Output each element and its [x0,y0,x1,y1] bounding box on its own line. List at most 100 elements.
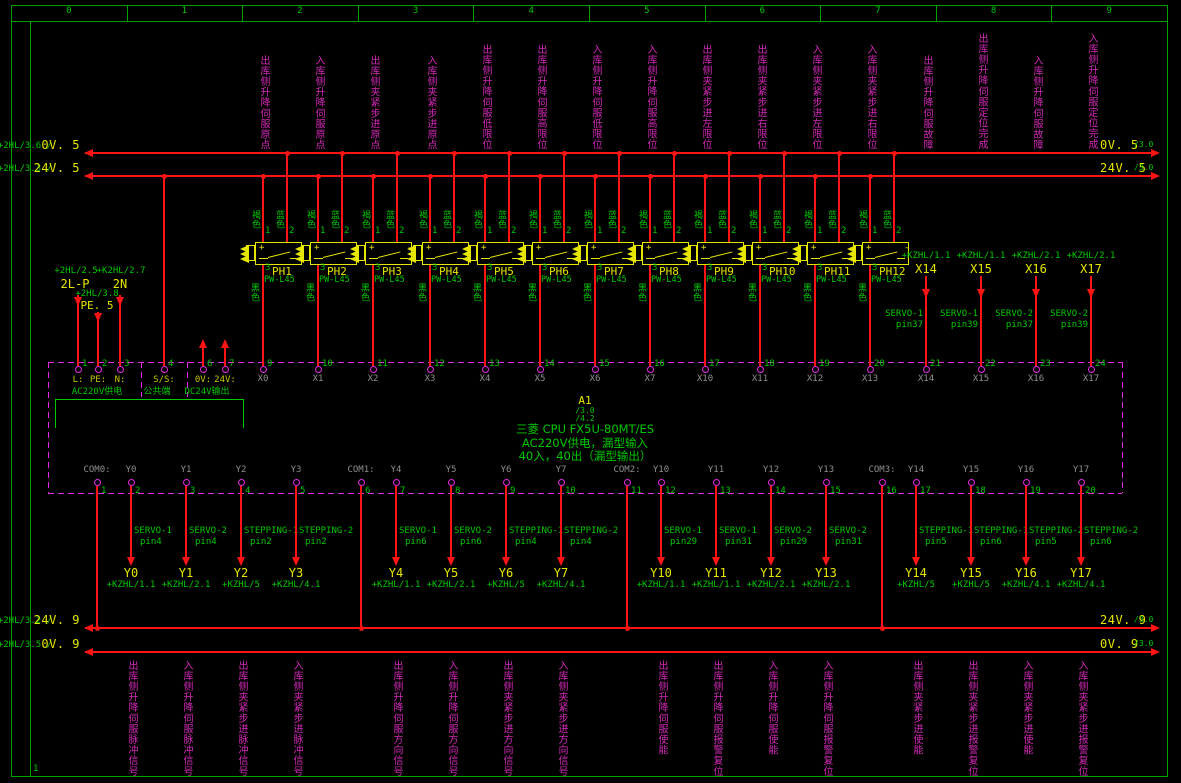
device-label: SERVO-2 [1050,309,1088,319]
source-ref: +KZHL/2.1 [1011,251,1061,261]
wire-color-label: 蓝色 [274,210,284,229]
sensor-pin-number: 3 [872,263,878,273]
device-label: SERVO-1 [940,309,978,319]
relay-model: PW-L45 [871,275,902,285]
contact-lead [457,258,465,260]
power-terminal-label: L: [72,375,84,385]
output-net-label: Y7 [555,465,567,475]
flow-arrow-icon [657,557,665,566]
polarity-plus: + [756,243,762,253]
device-pin: pin2 [250,537,272,547]
flow-arrow-icon [199,339,207,348]
beam-arrow-icon [847,250,856,258]
device-pin: pin4 [140,537,162,547]
beam-arrow-icon [737,245,746,253]
output-wire [1025,486,1027,558]
rail-left-label: 0V. 9 [41,637,80,651]
relay-tag: PH10 [769,265,796,278]
wire-color-label: 褐色 [582,210,592,229]
polarity-plus: + [259,243,265,253]
relay-tag: PH9 [714,265,734,278]
relay-PH12-box [862,242,909,265]
output-net-label: Y6 [500,465,512,475]
device-label: STEPPING-2 [299,526,354,536]
ruler-tick [242,5,243,21]
sensor-brown-wire [539,176,541,242]
plc-tag: A1 [578,394,592,407]
device-label: SERVO-1 [664,526,702,536]
feed-ref: +K2HL/2.7 [96,266,146,276]
wire-color-label: 褐色 [692,210,702,229]
terminal-number: 14 [544,359,555,369]
sensor-signal-wire [594,265,596,366]
sensor-pin-number: 1 [817,226,823,236]
polarity-plus: + [481,243,487,253]
output-tag: Y13 [815,566,837,580]
terminal-number: 24 [1095,359,1106,369]
power-rail [85,627,1153,629]
output-signal-label: 入库侧升降伺服报警复位 [821,660,832,777]
wire-color-label: 褐色 [360,210,370,229]
input-signal-label: 出库侧夹紧步进原点 [368,55,379,151]
terminal-number: 4 [245,486,251,496]
sensor-pin-number: 1 [487,226,493,236]
device-label: SERVO-2 [189,526,227,536]
input-signal-label: 出库侧夹紧步进左限位 [700,44,711,150]
beam-arrow-icon [462,245,471,253]
remote-input-wire [1035,276,1037,366]
wire-color-label: 蓝色 [716,210,726,229]
output-signal-label: 出库侧升降伺服报警复位 [711,660,722,777]
beam-arrow-icon [295,245,304,253]
relay-tag: PH3 [382,265,402,278]
com-wire [96,486,98,628]
relay-model: PW-L45 [319,275,350,285]
wire-color-label: 黑色 [249,283,259,302]
input-signal-label: 出库侧夹紧步进右限位 [755,44,766,150]
relay-tag: PH4 [439,265,459,278]
wire-color-label: 蓝色 [496,210,506,229]
power-rail [85,651,1153,653]
device-pin: pin6 [405,537,427,547]
output-terminal-COM0 [93,478,101,486]
input-signal-label: 入库侧升降伺服高限位 [645,44,656,150]
plc-boundary-left [48,362,49,493]
input-signal-label: 出库侧升降伺服高限位 [535,44,546,150]
rail-left-label: 0V. 5 [41,138,80,152]
input-terminal-X3 [426,365,434,373]
terminal-number: 16 [886,486,897,496]
contact-lead [756,258,765,260]
output-tag: Y10 [650,566,672,580]
wire-color-label: 黑色 [304,283,314,302]
wire-color-label: 褐色 [747,210,757,229]
beam-arrow-icon [627,250,636,258]
output-signal-label: 入库侧升降伺服脉冲信号 [181,660,192,777]
sensor-signal-wire [372,265,374,366]
sensor-signal-wire [814,265,816,366]
input-terminal-X5 [536,365,544,373]
sensor-signal-wire [429,265,431,366]
relay-model: PW-L45 [541,275,572,285]
input-terminal-X6 [591,365,599,373]
wire-color-label: 黑色 [526,283,536,302]
beam-arrow-icon [517,245,526,253]
dest-ref: +KZHL/5 [897,580,935,590]
sensor-pin-number: 2 [399,226,405,236]
flow-arrow-icon [116,297,124,306]
output-terminal-Y14 [912,478,920,486]
output-wire [770,486,772,558]
output-wire [505,486,507,558]
beam-arrow-icon [407,245,416,253]
output-tag: Y12 [760,566,782,580]
junction-dot [161,173,167,179]
remote-input-wire [1090,276,1092,366]
device-pin: pin39 [1060,320,1088,330]
polarity-plus: + [811,243,817,253]
terminal-number: 19 [1030,486,1041,496]
relay-model: PW-L45 [374,275,405,285]
wire-color-label: 蓝色 [384,210,394,229]
device-pin: pin4 [195,537,217,547]
input-terminal-X13 [866,365,874,373]
ruler-tick [820,5,821,21]
device-label: SERVO-1 [885,309,923,319]
